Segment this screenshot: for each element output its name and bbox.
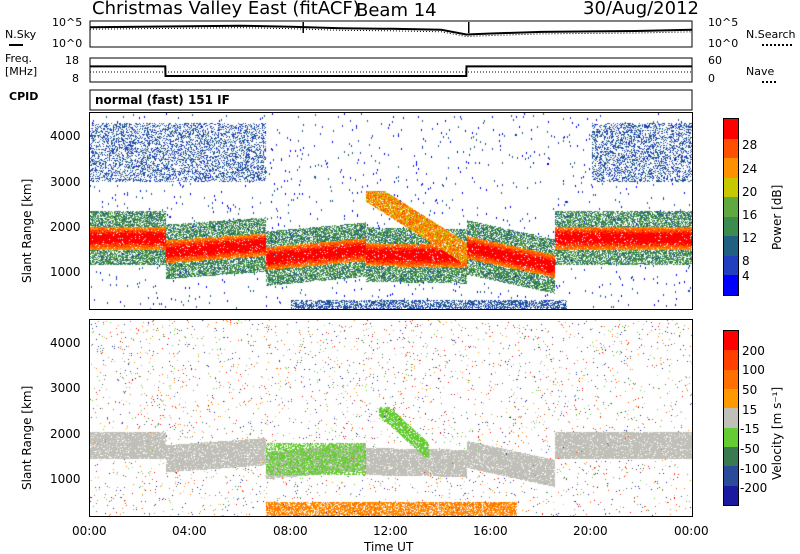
vel-cbar-tick-100: 100 — [742, 363, 765, 377]
vel-cbar-tick-m200: -200 — [740, 481, 768, 495]
noise-panel-frame — [89, 20, 693, 48]
freq-panel-frame — [89, 57, 693, 83]
freq-unit-label: [MHz] — [5, 65, 38, 78]
power-ytick-3000: 3000 — [50, 175, 81, 189]
power-cbar-tick-24: 24 — [742, 162, 758, 176]
power-ytick-2000: 2000 — [50, 220, 81, 234]
colorbar-swatch — [724, 485, 738, 505]
colorbar-swatch — [724, 331, 738, 351]
freq-line — [90, 65, 692, 77]
colorbar-swatch — [724, 275, 738, 295]
vel-ytick-4000: 4000 — [50, 336, 81, 350]
power-panel-frame — [89, 112, 693, 310]
colorbar-swatch — [724, 177, 738, 198]
xaxis-label: Time UT — [364, 540, 414, 554]
nsearch-line — [89, 27, 693, 38]
colorbar-swatch — [724, 427, 738, 447]
vel-ytick-3000: 3000 — [50, 381, 81, 395]
noise-series — [89, 22, 693, 38]
velocity-ylabel: Slant Range [km] — [20, 385, 34, 490]
vel-ytick-2000: 2000 — [50, 427, 81, 441]
colorbar-swatch — [724, 447, 738, 467]
beam-label: Beam 14 — [356, 0, 437, 21]
power-cbar-tick-8: 8 — [742, 254, 750, 268]
power-ylabel: Slant Range [km] — [20, 178, 34, 283]
colorbar-swatch — [724, 236, 738, 256]
vel-cbar-tick-m50: -50 — [740, 442, 760, 456]
vel-cbar-tick-50: 50 — [742, 383, 758, 397]
power-cbar-tick-28: 28 — [742, 138, 758, 152]
velocity-panel-frame — [89, 319, 693, 517]
vel-cbar-tick-15: 15 — [742, 403, 758, 417]
colorbar-swatch — [724, 389, 738, 409]
nsearch-label: N.Search — [746, 28, 796, 41]
vel-cbar-tick-200: 200 — [742, 344, 765, 358]
colorbar-swatch — [724, 369, 738, 389]
power-cbar-tick-12: 12 — [742, 231, 758, 245]
colorbar-swatch — [724, 138, 738, 159]
vel-ytick-1000: 1000 — [50, 472, 81, 486]
nsky-line — [89, 24, 693, 36]
xtick-1: 04:00 — [172, 524, 207, 538]
power-ytick-4000: 4000 — [50, 129, 81, 143]
nsky-label: N.Sky — [5, 28, 37, 41]
noise-tick-bottom-left: 10^0 — [52, 37, 83, 50]
cpid-label: CPID — [9, 90, 39, 103]
nsearch-legend-line — [762, 44, 792, 46]
power-colorbar — [723, 118, 739, 296]
velocity-colorbar — [723, 330, 739, 506]
xtick-3: 12:00 — [373, 524, 408, 538]
colorbar-swatch — [724, 216, 738, 237]
colorbar-swatch — [724, 119, 738, 139]
power-cbar-tick-16: 16 — [742, 208, 758, 222]
noise-tick-top-right: 10^5 — [708, 16, 739, 29]
xtick-6: 00:00 — [674, 524, 709, 538]
cpid-value: normal (fast) 151 IF — [95, 93, 230, 107]
nave-legend-line — [762, 81, 776, 83]
freq-series — [90, 65, 692, 77]
noise-tick-bottom-right: 10^0 — [708, 37, 739, 50]
nsky-legend-line — [9, 44, 23, 46]
freq-tick-bottom: 8 — [72, 72, 79, 85]
power-cbar-tick-4: 4 — [742, 269, 750, 283]
power-ytick-1000: 1000 — [50, 265, 81, 279]
xtick-4: 16:00 — [473, 524, 508, 538]
nave-tick-top: 60 — [708, 54, 722, 67]
colorbar-swatch — [724, 158, 738, 178]
colorbar-swatch — [724, 408, 738, 428]
station-title: Christmas Valley East (fitACF) — [92, 0, 360, 19]
colorbar-swatch — [724, 197, 738, 217]
velocity-cbar-label: Velocity [m s⁻¹] — [770, 386, 784, 480]
colorbar-swatch — [724, 466, 738, 486]
vel-cbar-tick-m15: -15 — [740, 422, 760, 436]
freq-tick-top: 18 — [65, 54, 79, 67]
noise-tick-top-left: 10^5 — [52, 16, 83, 29]
vel-cbar-tick-m100: -100 — [740, 462, 768, 476]
power-heatmap — [90, 113, 692, 309]
colorbar-swatch — [724, 255, 738, 276]
freq-label: Freq. — [5, 52, 33, 65]
xtick-5: 20:00 — [573, 524, 608, 538]
velocity-heatmap — [90, 320, 692, 516]
power-cbar-label: Power [dB] — [770, 184, 784, 250]
colorbar-swatch — [724, 350, 738, 370]
nave-label: Nave — [746, 65, 775, 78]
xtick-0: 00:00 — [72, 524, 107, 538]
power-cbar-tick-20: 20 — [742, 185, 758, 199]
nave-tick-bottom: 0 — [708, 72, 715, 85]
xtick-2: 08:00 — [273, 524, 308, 538]
date-label: 30/Aug/2012 — [583, 0, 699, 19]
